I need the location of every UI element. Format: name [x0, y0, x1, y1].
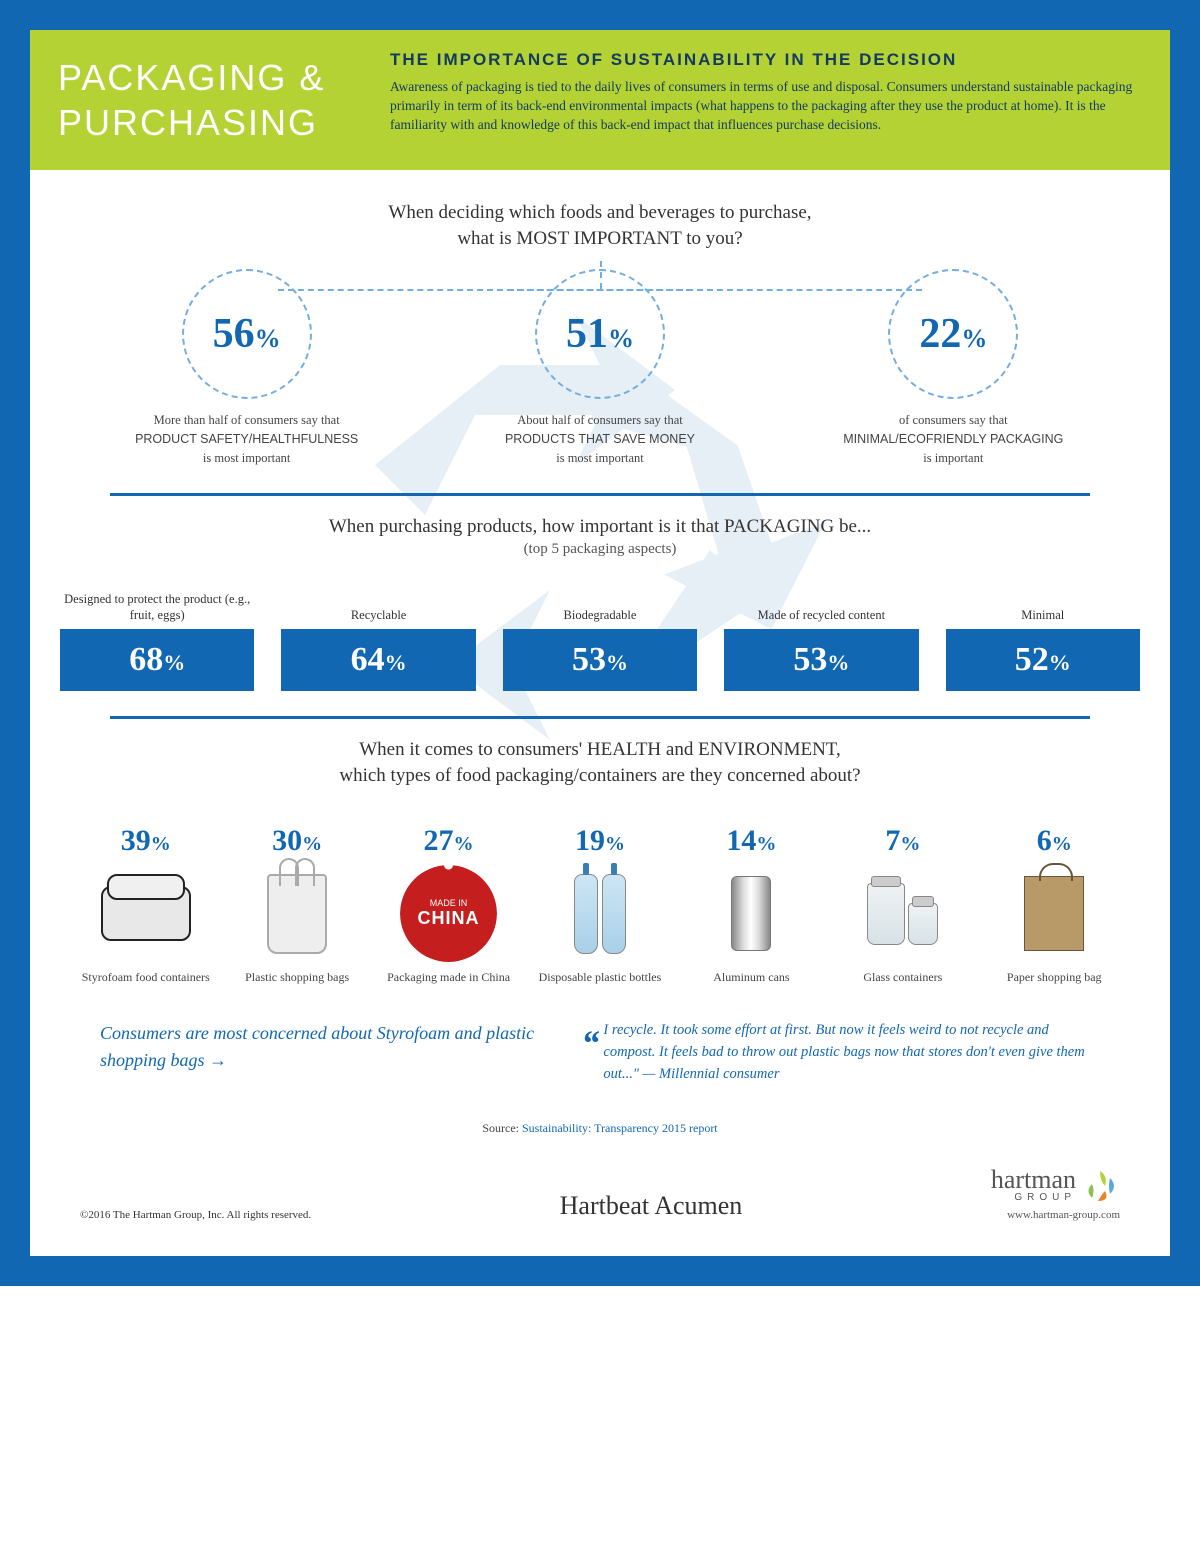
bottle-icon	[574, 874, 626, 954]
circle-1: 56% More than half of consumers say that…	[88, 269, 406, 467]
main-title: PACKAGING &PURCHASING	[58, 55, 332, 145]
q1-question: When deciding which foods and beverages …	[70, 200, 1130, 251]
circles-row: 56% More than half of consumers say that…	[70, 269, 1130, 467]
circle-3: 22% of consumers say thatMINIMAL/ECOFRIE…	[794, 269, 1112, 467]
footer: ©2016 The Hartman Group, Inc. All rights…	[70, 1166, 1130, 1236]
plastic-bag-icon	[267, 874, 327, 954]
subtitle: THE IMPORTANCE OF SUSTAINABILITY IN THE …	[390, 50, 1140, 70]
circle-2: 51% About half of consumers say thatPROD…	[441, 269, 759, 467]
divider-1	[110, 493, 1090, 496]
leaf-logo-icon	[1080, 1166, 1120, 1206]
title-block: PACKAGING &PURCHASING	[30, 30, 360, 170]
can-icon	[731, 876, 771, 951]
concern-china: 27%MADE INCHINAPackaging made in China	[373, 824, 524, 986]
concerns-row: 39%Styrofoam food containers 30%Plastic …	[70, 824, 1130, 986]
box-3: Biodegradable53%	[503, 577, 697, 691]
callout-quote: “I recycle. It took some effort at first…	[581, 1020, 1100, 1085]
concern-plastic-bag: 30%Plastic shopping bags	[221, 824, 372, 986]
box-1: Designed to protect the product (e.g., f…	[60, 577, 254, 691]
hartman-logo: hartmanGROUP www.hartman-group.com	[991, 1166, 1120, 1221]
box-5: Minimal52%	[946, 577, 1140, 691]
callout-left: Consumers are most concerned about Styro…	[100, 1020, 551, 1085]
footer-brand: Hartbeat Acumen	[560, 1191, 743, 1221]
concern-cans: 14%Aluminum cans	[676, 824, 827, 986]
jar-icon	[867, 883, 938, 945]
box-2: Recyclable64%	[281, 577, 475, 691]
header: PACKAGING &PURCHASING THE IMPORTANCE OF …	[30, 30, 1170, 170]
made-in-china-icon: MADE INCHINA	[406, 871, 491, 956]
source-line: Source: Sustainability: Transparency 201…	[70, 1121, 1130, 1136]
concern-glass: 7%Glass containers	[827, 824, 978, 986]
styrofoam-icon	[101, 886, 191, 941]
source-link[interactable]: Sustainability: Transparency 2015 report	[522, 1121, 718, 1135]
q2-question: When purchasing products, how important …	[70, 514, 1130, 560]
concern-paper-bag: 6%Paper shopping bag	[979, 824, 1130, 986]
intro-block: THE IMPORTANCE OF SUSTAINABILITY IN THE …	[360, 30, 1170, 170]
outer-frame: PACKAGING &PURCHASING THE IMPORTANCE OF …	[0, 0, 1200, 1286]
quote-mark-icon: “	[581, 1016, 599, 1070]
intro-text: Awareness of packaging is tied to the da…	[390, 78, 1140, 135]
divider-2	[110, 716, 1090, 719]
q3-question: When it comes to consumers' HEALTH and E…	[70, 737, 1130, 788]
paper-bag-icon	[1024, 876, 1084, 951]
bottom-callout: Consumers are most concerned about Styro…	[70, 1020, 1130, 1085]
concern-bottles: 19%Disposable plastic bottles	[524, 824, 675, 986]
boxes-row: Designed to protect the product (e.g., f…	[60, 577, 1140, 691]
concern-styrofoam: 39%Styrofoam food containers	[70, 824, 221, 986]
copyright: ©2016 The Hartman Group, Inc. All rights…	[80, 1209, 311, 1221]
content-body: When deciding which foods and beverages …	[30, 170, 1170, 1256]
box-4: Made of recycled content53%	[724, 577, 918, 691]
infographic-panel: PACKAGING &PURCHASING THE IMPORTANCE OF …	[30, 30, 1170, 1256]
